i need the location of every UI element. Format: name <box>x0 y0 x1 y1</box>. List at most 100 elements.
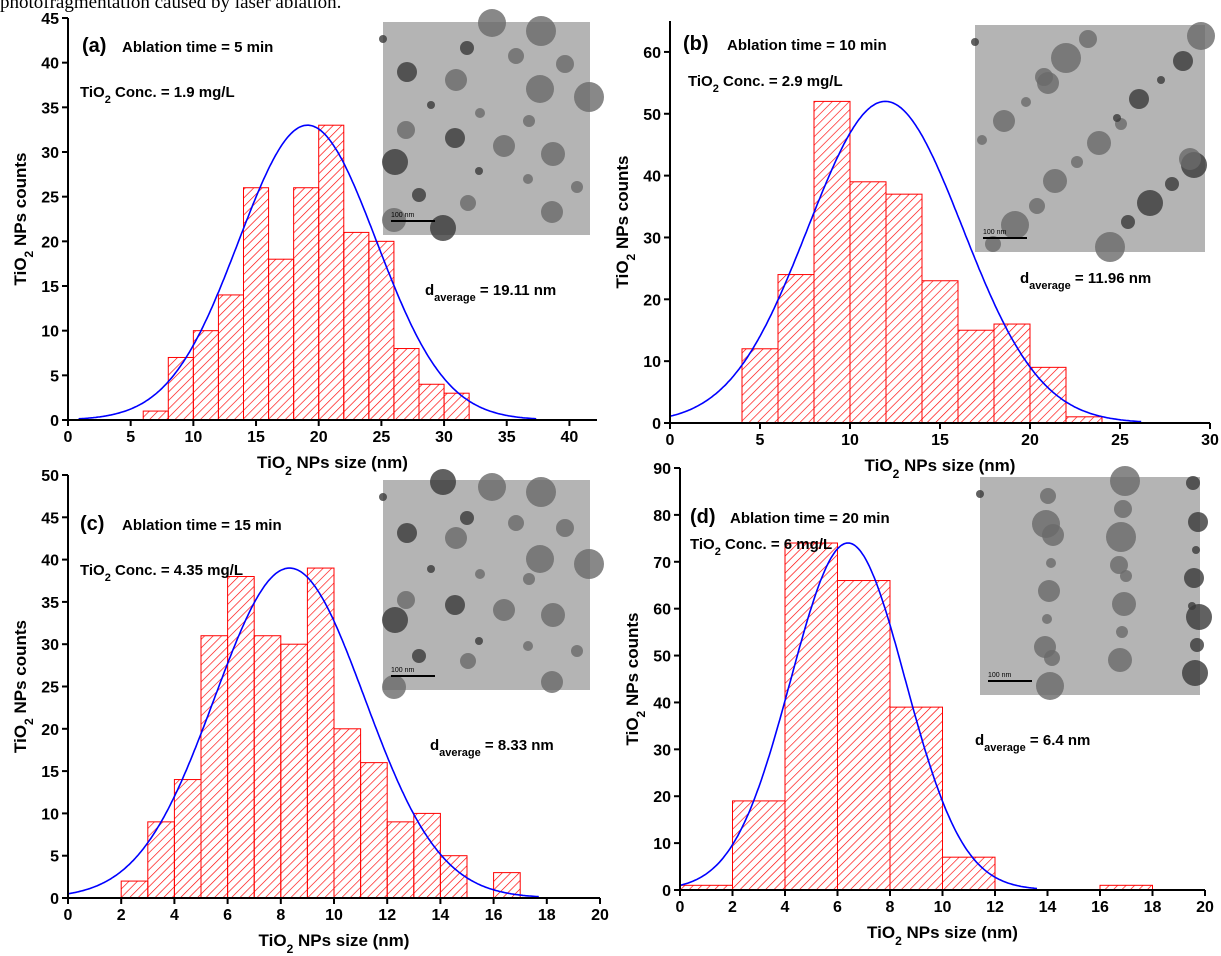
inset-particle <box>977 135 987 145</box>
y-tick-label: 50 <box>41 468 59 485</box>
bar <box>813 100 851 424</box>
x-axis-label-part: NPs size (nm) <box>293 931 409 950</box>
x-axis-label-part: TiO <box>865 456 893 475</box>
x-axis-label: TiO2 NPs size (nm) <box>259 931 410 956</box>
bar <box>732 800 786 891</box>
x-tick-label: 20 <box>1021 432 1039 449</box>
concentration: TiO2 Conc. = 4.35 mg/L <box>80 562 243 584</box>
x-tick-label: 12 <box>986 899 1004 916</box>
inset-particle <box>556 519 574 537</box>
x-tick-label: 5 <box>756 432 765 449</box>
bar <box>227 576 255 899</box>
y-tick-label: 35 <box>41 100 59 117</box>
inset-scale-label: 100 nm <box>983 229 1007 236</box>
inset-particle <box>427 101 435 109</box>
concentration-part: Conc. = 4.35 mg/L <box>111 562 243 579</box>
x-tick-label: 14 <box>1039 899 1057 916</box>
concentration-part: Conc. = 1.9 mg/L <box>111 84 235 101</box>
y-tick-label: 90 <box>653 461 671 478</box>
inset-particle <box>1035 68 1053 86</box>
y-tick-label: 40 <box>643 169 661 186</box>
inset-particle <box>541 142 565 166</box>
y-tick-label: 10 <box>653 836 671 853</box>
inset-particle <box>1187 22 1215 50</box>
x-tick-label: 18 <box>538 907 556 924</box>
inset-particle <box>1087 131 1111 155</box>
inset-particle <box>1129 89 1149 109</box>
inset-particle <box>1113 114 1121 122</box>
inset-particle <box>475 569 485 579</box>
inset-particle <box>379 493 387 501</box>
y-tick-label: 10 <box>643 354 661 371</box>
inset-particle <box>508 48 524 64</box>
bar <box>306 567 335 899</box>
inset-particle <box>460 41 474 55</box>
inset-particle <box>1110 556 1128 574</box>
x-tick-label: 8 <box>276 907 285 924</box>
inset-particle <box>523 573 535 585</box>
x-tick-label: 10 <box>184 429 202 446</box>
d-average-part: average <box>434 292 476 304</box>
inset-particle <box>1114 500 1132 518</box>
inset-particle <box>526 477 556 507</box>
d-average-part: = 19.11 nm <box>476 282 556 299</box>
y-tick-label: 10 <box>41 806 59 823</box>
y-tick-label: 0 <box>652 416 661 433</box>
concentration-part: Conc. = 2.9 mg/L <box>719 73 843 90</box>
bar <box>741 348 779 424</box>
y-tick-label: 20 <box>41 234 59 251</box>
inset-scale-label: 100 nm <box>391 212 415 219</box>
inset-particle <box>574 549 604 579</box>
inset-particle <box>1112 592 1136 616</box>
y-tick-label: 30 <box>653 742 671 759</box>
bar <box>957 329 995 424</box>
x-tick-label: 15 <box>931 432 949 449</box>
inset-particle <box>445 527 467 549</box>
x-tick-label: 4 <box>170 907 179 924</box>
inset-particle <box>475 637 483 645</box>
fit-curve <box>679 542 1038 890</box>
y-axis-label-part: TiO <box>11 725 30 753</box>
inset-particle <box>1179 148 1201 170</box>
inset-particle <box>430 469 456 495</box>
inset-particle <box>1038 580 1060 602</box>
x-axis-label: TiO2 NPs size (nm) <box>867 923 1018 948</box>
x-axis-label-part: 2 <box>287 942 294 956</box>
inset-particle <box>1182 660 1208 686</box>
inset-particle <box>1095 232 1125 262</box>
d-average-part: average <box>1029 280 1071 292</box>
inset-particle <box>478 9 506 37</box>
x-tick-label: 6 <box>833 899 842 916</box>
x-tick-label: 10 <box>841 432 859 449</box>
inset-particle <box>397 591 415 609</box>
x-tick-label: 2 <box>728 899 737 916</box>
x-tick-label: 30 <box>1201 432 1219 449</box>
y-tick-label: 10 <box>41 324 59 341</box>
d-average-part: d <box>1020 270 1029 287</box>
concentration-part: TiO <box>690 536 715 553</box>
d-average-part: average <box>439 747 481 759</box>
x-axis-label: TiO2 NPs size (nm) <box>257 453 408 478</box>
x-tick-label: 16 <box>1091 899 1109 916</box>
bar <box>268 258 295 421</box>
bar <box>333 728 362 899</box>
inset-particle <box>1051 43 1081 73</box>
x-tick-label: 18 <box>1144 899 1162 916</box>
caption: photofragmentation caused by laser ablat… <box>0 0 341 13</box>
d-average-part: = 6.4 nm <box>1026 732 1091 749</box>
inset-particle <box>460 195 476 211</box>
bar <box>147 821 175 899</box>
bar <box>360 762 388 899</box>
y-tick-label: 40 <box>41 56 59 73</box>
inset-particle <box>1079 30 1097 48</box>
d-average-part: = 8.33 nm <box>481 737 554 754</box>
panel-label: (b) <box>683 33 709 55</box>
x-tick-label: 16 <box>485 907 503 924</box>
y-axis-label: TiO2 NPs counts <box>623 613 648 746</box>
y-tick-label: 20 <box>643 292 661 309</box>
bar <box>318 124 345 421</box>
x-axis-label: TiO2 NPs size (nm) <box>865 456 1016 481</box>
annotation: Ablation time = 10 min <box>727 37 887 54</box>
x-tick-label: 0 <box>676 899 685 916</box>
panel-label: (a) <box>82 35 106 57</box>
